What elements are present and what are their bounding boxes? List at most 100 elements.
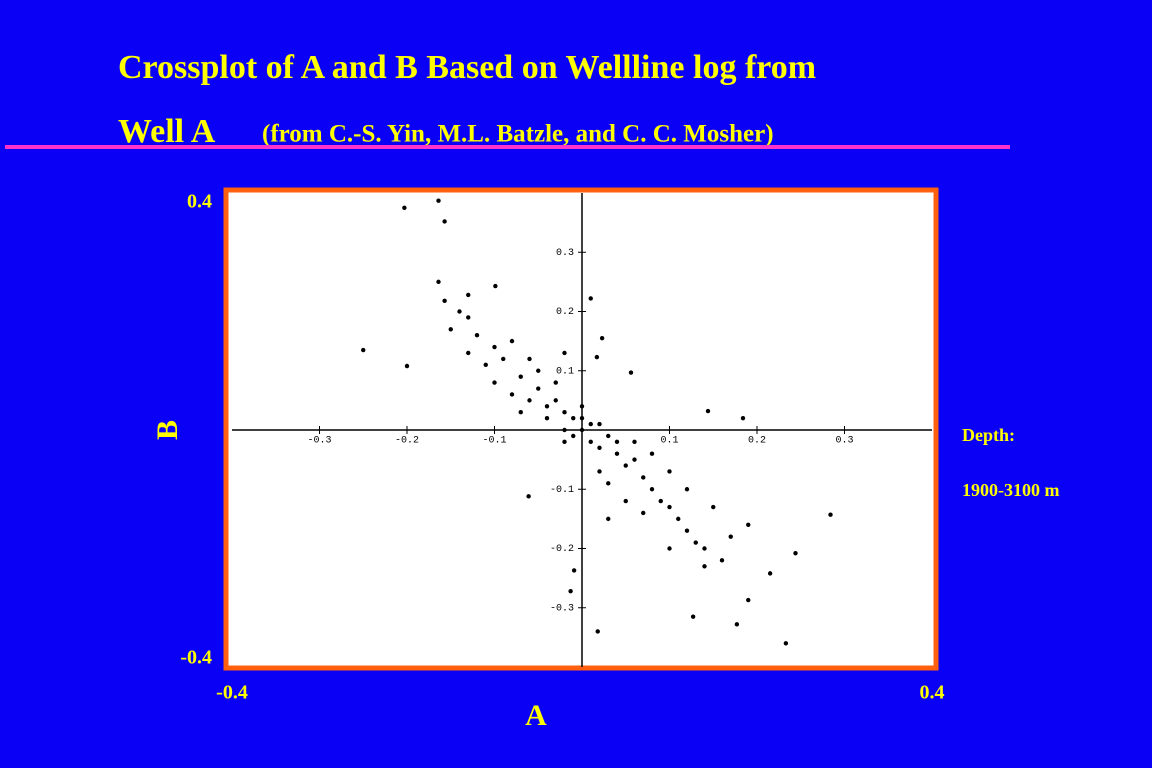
chart-title: Crossplot of A and B Based on Wellline l… [118,49,816,86]
point [595,629,600,634]
point [588,296,593,301]
point [466,292,471,298]
inner-x-tick-label: -0.3 [307,436,331,447]
point [571,433,576,439]
inner-x-tick-label: 0.2 [748,436,766,447]
point [579,404,585,409]
point [571,568,577,573]
point [553,380,558,385]
point [509,338,515,344]
point [474,333,480,338]
point [684,528,690,533]
point [599,335,605,341]
point [509,392,515,397]
y-axis-label: B [151,420,184,440]
point [667,469,672,474]
point [518,374,523,379]
y-tick-label: 0.4 [187,191,212,213]
point [676,516,681,522]
point [597,421,602,427]
point [614,439,620,445]
point [527,356,532,362]
point [536,368,541,373]
chart-subtitle: Well A [118,113,216,150]
inner-x-tick-label: -0.2 [395,436,419,447]
point [597,445,602,450]
point [632,457,637,462]
point [702,564,707,569]
point [501,356,506,362]
point [793,551,798,556]
point [649,451,655,456]
point [828,512,833,517]
point [702,546,707,551]
point [483,362,488,368]
point [562,439,567,445]
point [606,433,611,439]
point [594,354,600,360]
point [579,427,585,433]
point [684,487,690,492]
point [536,386,541,391]
point [705,408,711,414]
point [579,415,585,421]
point [597,469,602,474]
point [492,380,497,385]
point [568,588,573,594]
point [623,463,628,468]
point [442,219,447,224]
point [526,494,531,499]
point [457,309,462,314]
point [649,487,655,492]
point [492,344,497,350]
inner-y-tick-label: 0.1 [556,366,574,377]
point [728,534,733,539]
annotation: 1900-3100 m [962,480,1060,500]
point [719,558,725,563]
point [628,370,634,375]
point [711,504,716,510]
annotation: Depth: [962,425,1015,445]
point [588,439,593,445]
inner-y-tick-label: -0.1 [550,485,574,496]
point [606,481,611,486]
y-tick-label: -0.4 [180,647,212,669]
inner-x-tick-label: -0.1 [482,436,506,447]
point [402,205,407,211]
point [690,614,696,619]
x-tick-label: 0.4 [920,682,945,704]
inner-y-tick-label: 0.2 [556,307,574,318]
point [448,327,453,332]
point [632,439,637,445]
point [562,410,567,415]
point [466,315,471,320]
point [667,546,672,551]
point [746,597,751,603]
point [734,622,740,627]
point [518,410,523,415]
x-tick-label: -0.4 [216,682,248,704]
point [614,451,620,456]
inner-y-tick-label: 0.3 [556,248,574,259]
point [693,540,698,545]
point [404,363,410,369]
point [436,198,441,203]
point [544,404,550,409]
point [493,283,498,289]
point [641,475,646,480]
point [571,415,576,421]
point [641,510,646,516]
point [606,516,611,522]
point [783,641,789,646]
inner-x-tick-label: 0.3 [835,436,853,447]
point [466,350,471,356]
point [746,522,751,527]
point [361,347,366,353]
point [658,498,663,504]
point [767,571,773,576]
point [667,504,672,510]
point [436,279,441,285]
inner-y-tick-label: -0.3 [550,603,574,614]
